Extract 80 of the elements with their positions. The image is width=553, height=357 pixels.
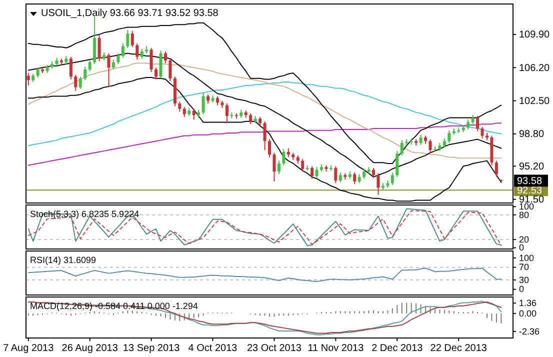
y-tick-label: -2.36: [519, 326, 540, 336]
candlestick: [178, 101, 182, 112]
candlestick: [372, 167, 376, 178]
x-tick-label: 11 Nov 2013: [308, 343, 364, 354]
candlestick: [272, 152, 276, 182]
candlestick: [116, 52, 120, 65]
y-tick-label: 98.80: [519, 129, 544, 140]
candlestick: [150, 47, 153, 73]
x-tick-label: 22 Dec 2013: [430, 343, 488, 354]
y-tick-label: 30: [519, 274, 530, 285]
x-tick-label: 7 Aug 2013: [3, 343, 54, 354]
y-tick-label: 0: [519, 242, 524, 253]
y-tick-label: 0.00: [519, 308, 537, 318]
candlestick: [69, 56, 72, 80]
y-tick-label: 109.90: [519, 30, 550, 41]
y-tick-label: 95.20: [519, 161, 544, 172]
candlestick: [315, 166, 318, 178]
candlestick: [334, 166, 338, 184]
candlestick: [136, 42, 139, 60]
x-tick-label: 23 Oct 2013: [246, 343, 302, 354]
candlestick: [98, 34, 101, 62]
y-tick-label: 0: [519, 284, 524, 294]
candlestick: [338, 172, 342, 183]
candlestick: [400, 140, 404, 156]
candlestick: [78, 76, 82, 90]
y-tick-label: 80: [519, 210, 530, 220]
candlestick: [154, 67, 158, 80]
candlestick: [74, 74, 78, 92]
candlestick: [448, 130, 451, 144]
candlestick: [126, 29, 130, 48]
candlestick: [130, 30, 134, 48]
x-tick-label: 26 Aug 2013: [62, 343, 118, 354]
candlestick: [107, 52, 110, 88]
candlestick: [268, 138, 271, 158]
candlestick: [164, 50, 167, 64]
candlestick: [353, 172, 356, 185]
candlestick: [26, 72, 30, 86]
candlestick: [84, 66, 87, 81]
line-series: [28, 81, 502, 146]
y-tick-label: 102.50: [519, 96, 550, 107]
candlestick: [121, 42, 124, 58]
candlestick: [476, 116, 480, 132]
chart-title: RSI(14) 31.6099: [30, 255, 96, 265]
y-tick-label: 106.20: [519, 62, 550, 74]
candlestick: [159, 50, 162, 79]
y-tick-label: 20: [519, 234, 530, 244]
candlestick: [36, 67, 40, 78]
y-tick-label: 100: [519, 252, 534, 263]
candlestick: [202, 92, 205, 115]
candlestick: [466, 119, 470, 130]
x-tick-label: 4 Oct 2013: [188, 343, 238, 354]
candlestick: [301, 158, 304, 172]
candlestick: [428, 138, 432, 154]
candlestick: [182, 106, 186, 118]
candlestick: [263, 120, 266, 151]
candlestick: [376, 172, 380, 196]
candlestick: [88, 60, 92, 72]
candlestick: [249, 112, 252, 125]
x-tick-label: 2 Dec 2013: [372, 343, 424, 354]
x-tick-label: 13 Sep 2013: [122, 343, 180, 354]
candlestick: [494, 160, 498, 178]
candlestick: [192, 108, 196, 120]
candlestick: [310, 166, 314, 180]
candlestick: [112, 59, 115, 70]
candlestick: [277, 160, 280, 175]
ref-line-label: 92.53: [517, 186, 542, 197]
candlestick: [390, 172, 394, 186]
candlestick: [225, 102, 228, 124]
annotation: 93.58: [517, 176, 542, 188]
candlestick: [480, 126, 484, 139]
y-tick-label: 1.36: [519, 298, 537, 308]
candlestick: [362, 168, 366, 180]
candlestick: [282, 148, 286, 166]
candlestick: [419, 134, 422, 146]
candlestick: [140, 48, 144, 60]
candlestick: [396, 150, 399, 178]
y-tick-label: 70: [519, 262, 530, 272]
chart-title: USOIL_1,Daily 93.66 93.71 93.52 93.58: [41, 8, 219, 19]
candlestick: [168, 58, 172, 82]
line-series: [28, 268, 502, 282]
